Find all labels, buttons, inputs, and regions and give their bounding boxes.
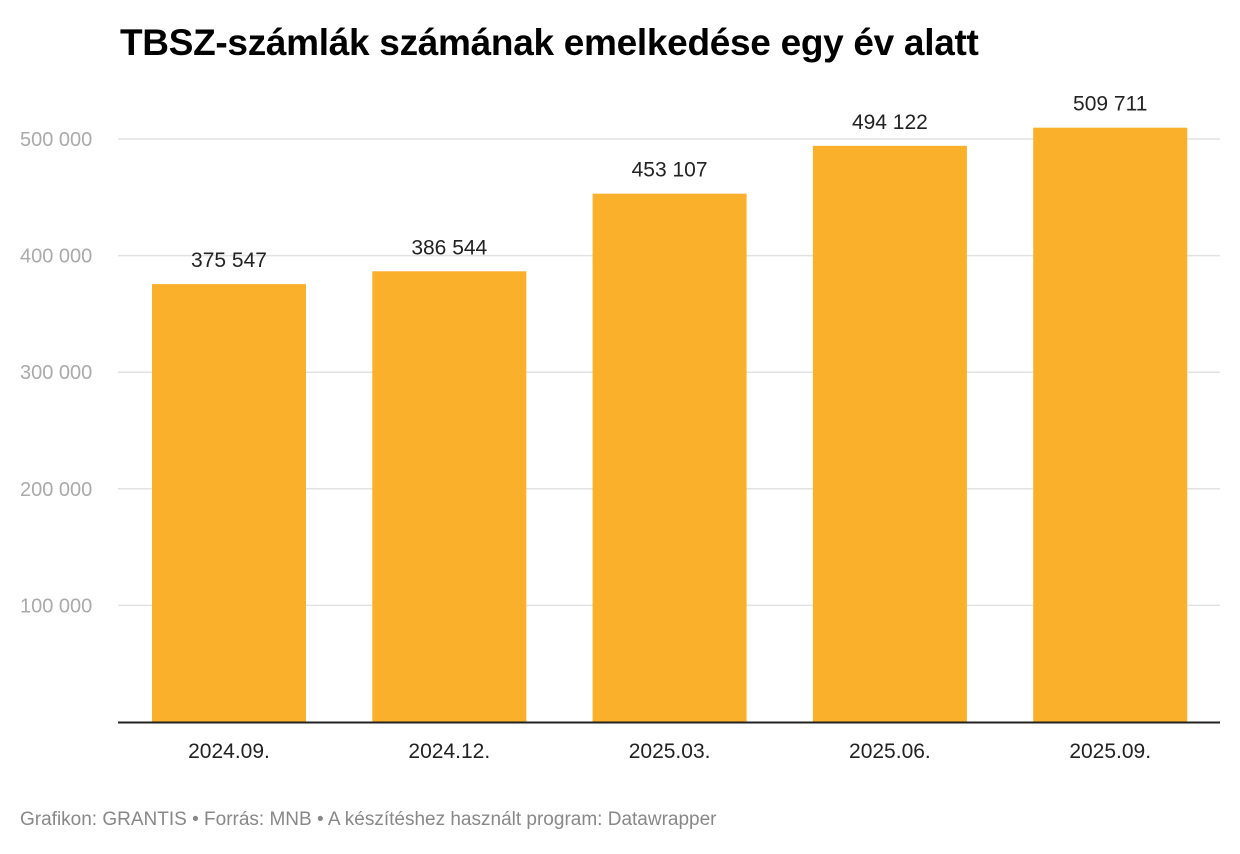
y-tick-label: 300 000 <box>20 362 92 384</box>
chart-title: TBSZ-számlák számának emelkedése egy év … <box>120 22 979 63</box>
data-label: 509 711 <box>1073 93 1147 116</box>
data-label: 494 122 <box>852 111 928 134</box>
y-tick-label: 100 000 <box>20 595 92 617</box>
y-tick-label: 200 000 <box>20 479 92 501</box>
x-tick-label: 2025.06. <box>849 740 931 763</box>
bar <box>1033 127 1188 722</box>
x-tick-label: 2024.12. <box>408 740 490 763</box>
data-label: 375 547 <box>191 249 267 272</box>
chart-footer: Grafikon: GRANTIS • Forrás: MNB • A kész… <box>20 809 717 830</box>
x-tick-label: 2025.09. <box>1069 740 1151 763</box>
bar <box>812 145 967 722</box>
bar <box>372 271 527 722</box>
bar <box>152 284 306 722</box>
data-label: 386 544 <box>411 236 487 259</box>
data-label: 453 107 <box>632 159 708 182</box>
y-tick-label: 500 000 <box>20 129 92 151</box>
y-tick-label: 400 000 <box>20 246 92 268</box>
bar <box>592 193 747 722</box>
x-tick-label: 2025.03. <box>629 740 711 763</box>
x-tick-label: 2024.09. <box>188 740 270 763</box>
